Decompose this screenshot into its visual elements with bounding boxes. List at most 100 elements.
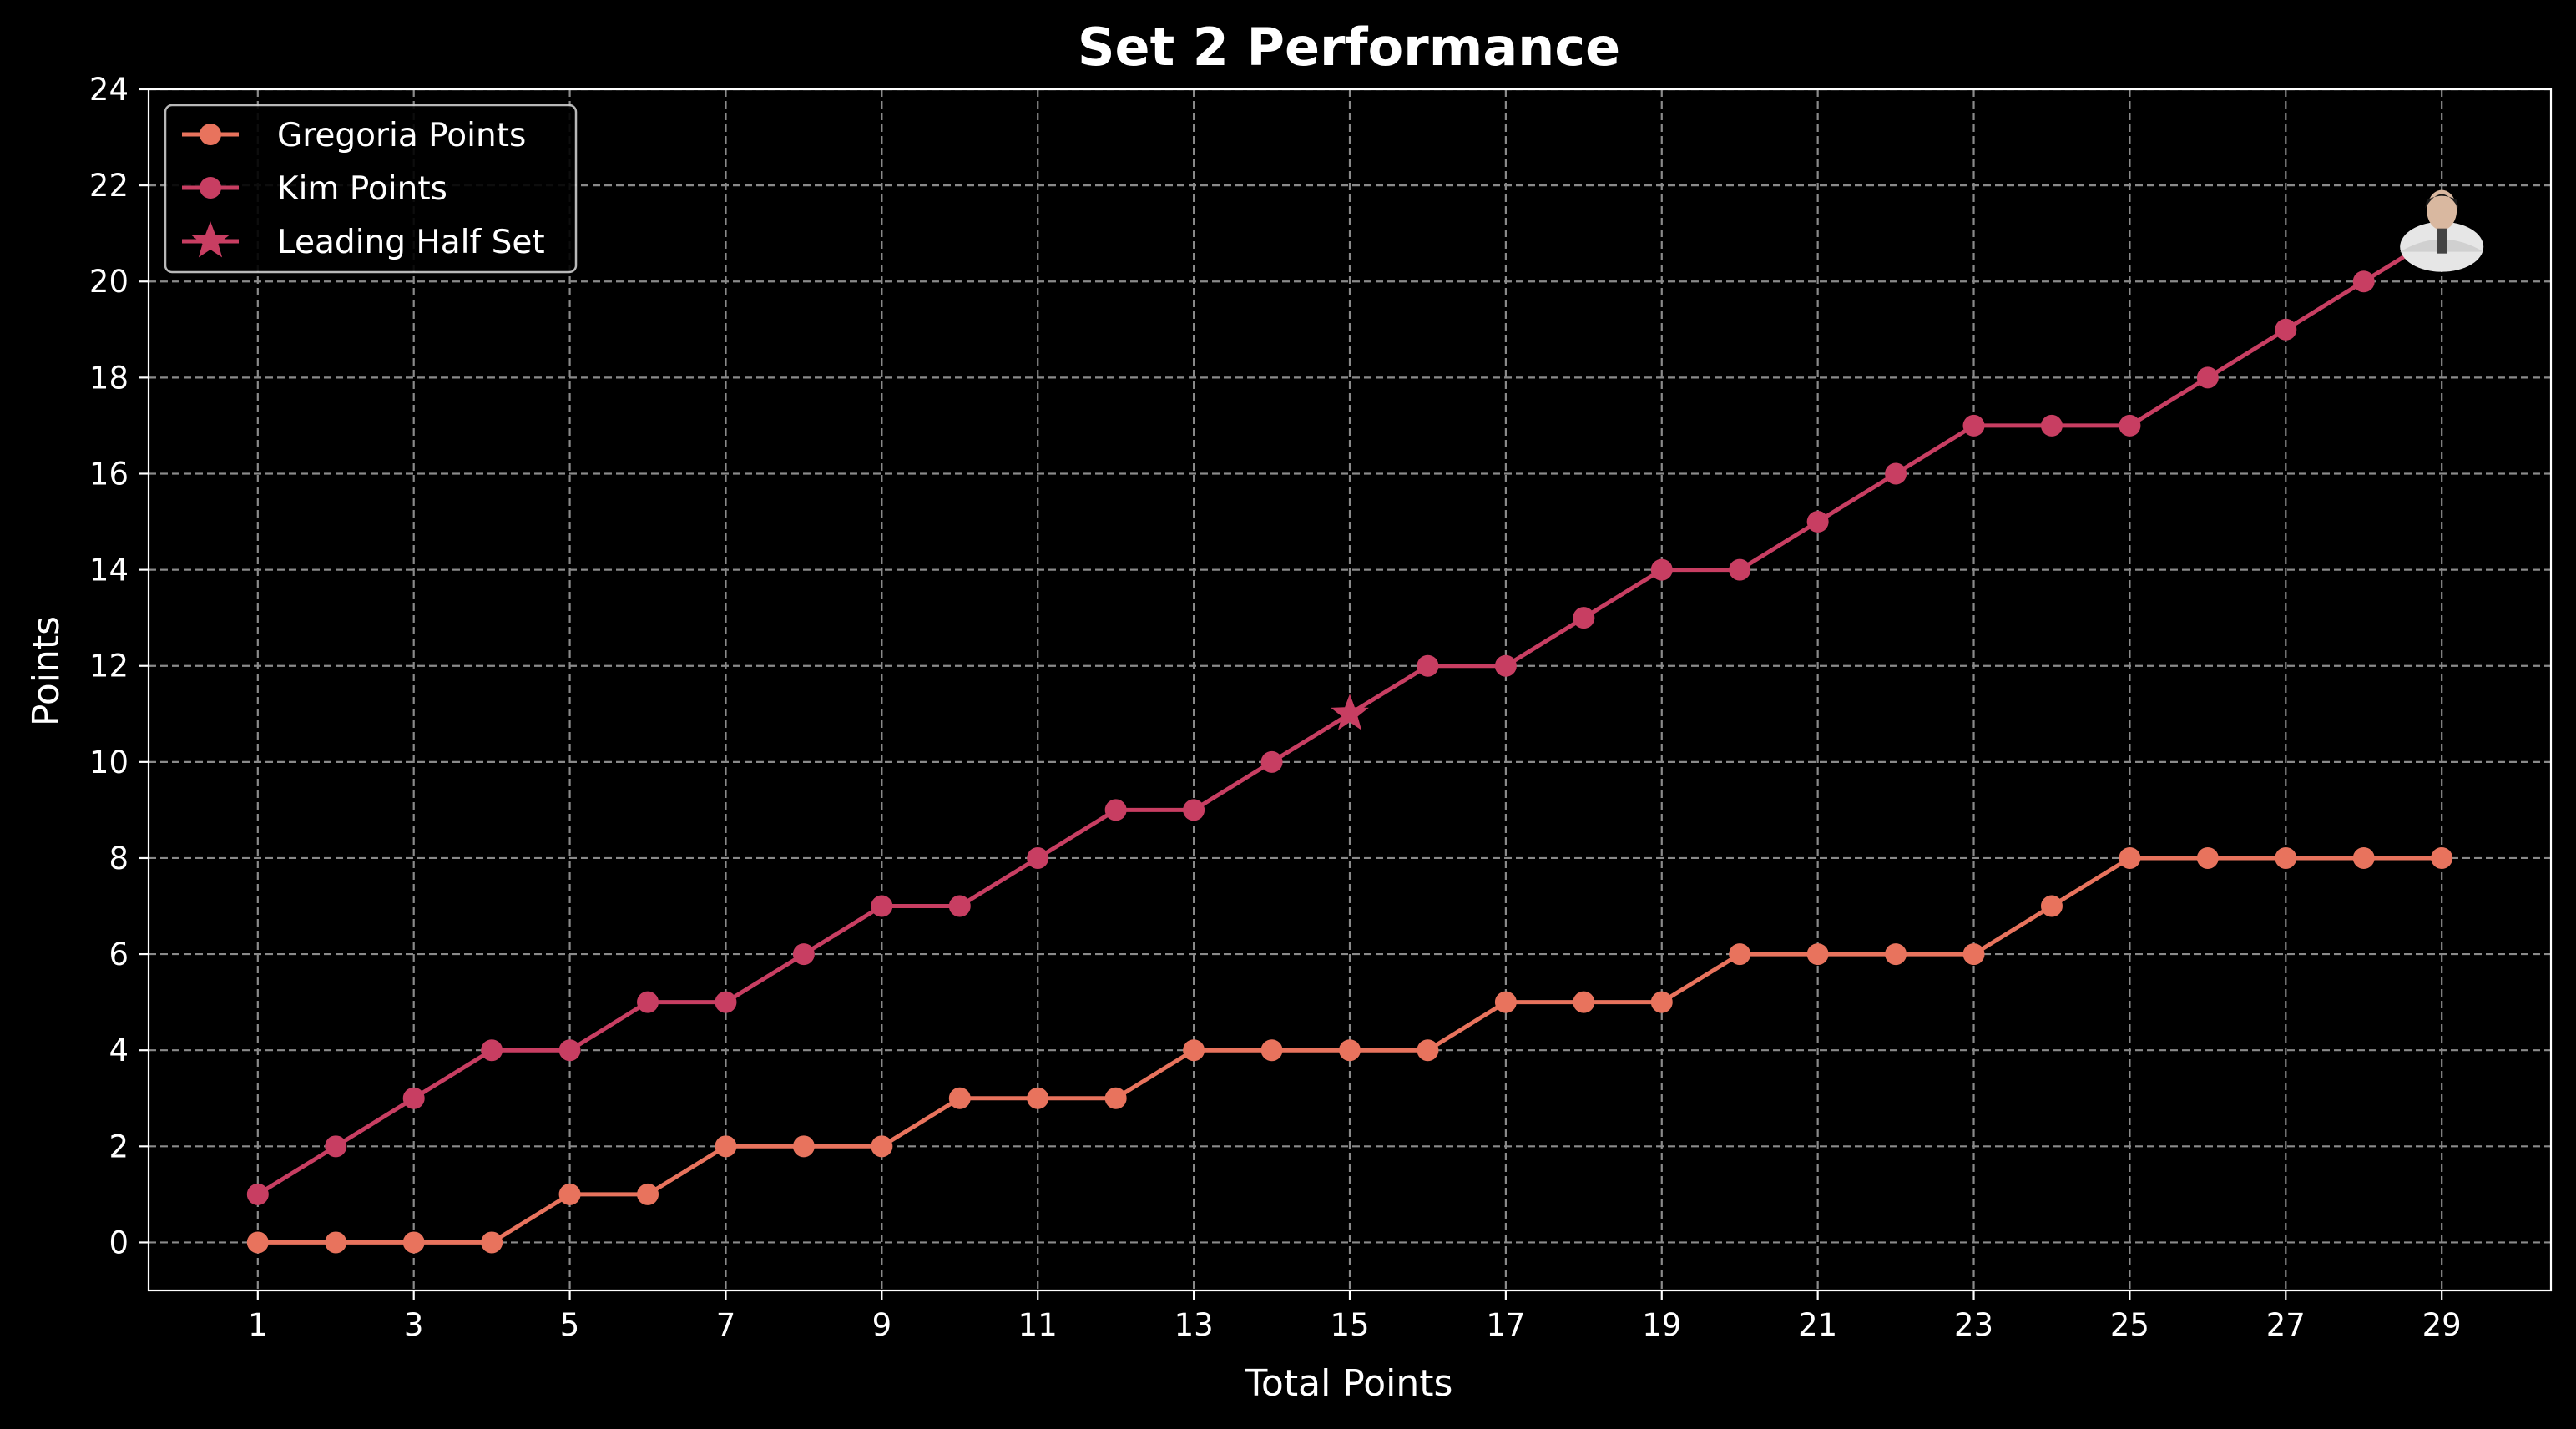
data-point-kim-points <box>2196 366 2219 389</box>
data-point-gregoria-points <box>948 1087 971 1109</box>
legend-label-gregoria: Gregoria Points <box>277 117 526 154</box>
y-tick-label: 20 <box>89 264 129 300</box>
data-point-gregoria-points <box>1339 1039 1361 1062</box>
legend-label-kim: Kim Points <box>277 170 447 208</box>
y-tick-label: 8 <box>109 841 129 876</box>
data-point-gregoria-points <box>558 1183 581 1205</box>
data-point-gregoria-points <box>1885 943 1907 966</box>
legend-box <box>164 104 578 274</box>
data-point-kim-points <box>715 991 737 1013</box>
data-point-kim-points <box>1104 799 1127 821</box>
data-point-kim-points <box>948 895 971 917</box>
data-point-gregoria-points <box>2352 846 2375 869</box>
y-tick-label: 22 <box>89 168 129 204</box>
legend: Gregoria Points Kim Points Leading Half … <box>164 104 578 274</box>
x-tick-label: 9 <box>872 1307 892 1343</box>
data-point-gregoria-points <box>1962 943 1985 966</box>
data-point-kim-points <box>1573 607 1595 629</box>
player-photo-collar <box>2437 228 2447 254</box>
axes: 1 3 5 7 9 11 13 15 17 19 21 23 25 27 29024681012141618… <box>89 72 2553 1343</box>
player-photo-icon <box>2400 189 2484 272</box>
series-gregoria-points <box>246 846 2453 1254</box>
y-tick-label: 18 <box>89 360 129 396</box>
data-point-kim-points <box>325 1135 347 1158</box>
data-point-kim-points <box>2275 318 2297 341</box>
data-point-gregoria-points <box>2119 846 2141 869</box>
data-point-gregoria-points <box>325 1231 347 1254</box>
x-tick-label: 13 <box>1174 1307 1214 1343</box>
y-tick-label: 10 <box>89 745 129 780</box>
data-point-gregoria-points <box>1573 991 1595 1013</box>
x-tick-label: 17 <box>1486 1307 1525 1343</box>
data-point-kim-points <box>637 991 659 1013</box>
x-tick-label: 3 <box>404 1307 424 1343</box>
player-photo-face <box>2427 189 2457 230</box>
x-axis-label: Total Points <box>1245 1362 1453 1405</box>
y-tick-label: 0 <box>109 1224 129 1260</box>
data-point-kim-points <box>1260 750 1283 773</box>
data-point-kim-points <box>1806 511 1829 533</box>
chart-title: Set 2 Performance <box>1078 17 1620 78</box>
data-point-kim-points <box>1729 558 1751 581</box>
data-point-kim-points <box>1183 799 1205 821</box>
data-point-gregoria-points <box>2431 846 2453 869</box>
x-tick-label: 5 <box>560 1307 580 1343</box>
data-point-gregoria-points <box>871 1135 893 1158</box>
data-point-kim-points <box>1417 654 1439 677</box>
data-point-kim-points <box>402 1087 425 1109</box>
data-point-kim-points <box>2040 414 2063 437</box>
y-axis-label: Points <box>25 616 68 726</box>
data-point-kim-points <box>481 1039 503 1062</box>
series-kim-points <box>246 222 2453 1205</box>
x-tick-label: 19 <box>1642 1307 1681 1343</box>
data-point-kim-points <box>1494 654 1517 677</box>
y-tick-label: 16 <box>89 456 129 492</box>
grid-lines <box>149 88 2551 1290</box>
y-tick-label: 12 <box>89 649 129 684</box>
x-tick-label: 1 <box>248 1307 268 1343</box>
data-point-gregoria-points <box>1729 943 1751 966</box>
x-tick-label: 11 <box>1018 1307 1058 1343</box>
data-point-kim-points <box>2352 270 2375 293</box>
data-point-gregoria-points <box>1494 991 1517 1013</box>
data-point-gregoria-points <box>2196 846 2219 869</box>
data-point-gregoria-points <box>637 1183 659 1205</box>
data-point-kim-points <box>1027 846 1049 869</box>
leading-half-set-marker <box>1331 694 1369 730</box>
data-point-gregoria-points <box>402 1231 425 1254</box>
y-tick-label: 14 <box>89 553 129 588</box>
legend-label-leading: Leading Half Set <box>277 224 545 261</box>
data-point-kim-points <box>792 943 815 966</box>
data-point-kim-points <box>871 895 893 917</box>
series-layer <box>246 222 2453 1254</box>
data-point-kim-points <box>1885 462 1907 485</box>
data-point-gregoria-points <box>2040 895 2063 917</box>
x-tick-label: 27 <box>2266 1307 2306 1343</box>
data-point-kim-points <box>1650 558 1673 581</box>
data-point-gregoria-points <box>792 1135 815 1158</box>
data-point-kim-points <box>558 1039 581 1062</box>
data-point-gregoria-points <box>2275 846 2297 869</box>
data-point-gregoria-points <box>715 1135 737 1158</box>
legend-marker-star <box>191 221 230 258</box>
data-point-gregoria-points <box>1183 1039 1205 1062</box>
data-point-gregoria-points <box>246 1231 269 1254</box>
data-point-gregoria-points <box>481 1231 503 1254</box>
x-tick-label: 15 <box>1330 1307 1369 1343</box>
data-point-gregoria-points <box>1417 1039 1439 1062</box>
annotation-layer <box>1331 189 2484 730</box>
legend-marker-gregoria <box>200 124 221 145</box>
y-tick-label: 4 <box>109 1033 129 1068</box>
x-tick-label: 29 <box>2422 1307 2462 1343</box>
data-point-gregoria-points <box>1104 1087 1127 1109</box>
y-tick-label: 2 <box>109 1129 129 1164</box>
data-point-kim-points <box>1962 414 1985 437</box>
data-point-kim-points <box>2119 414 2141 437</box>
y-tick-label: 6 <box>109 937 129 972</box>
y-tick-label: 24 <box>89 72 129 108</box>
x-tick-label: 7 <box>716 1307 736 1343</box>
data-point-gregoria-points <box>1260 1039 1283 1062</box>
legend-marker-kim <box>200 177 221 199</box>
x-tick-label: 23 <box>1954 1307 1993 1343</box>
